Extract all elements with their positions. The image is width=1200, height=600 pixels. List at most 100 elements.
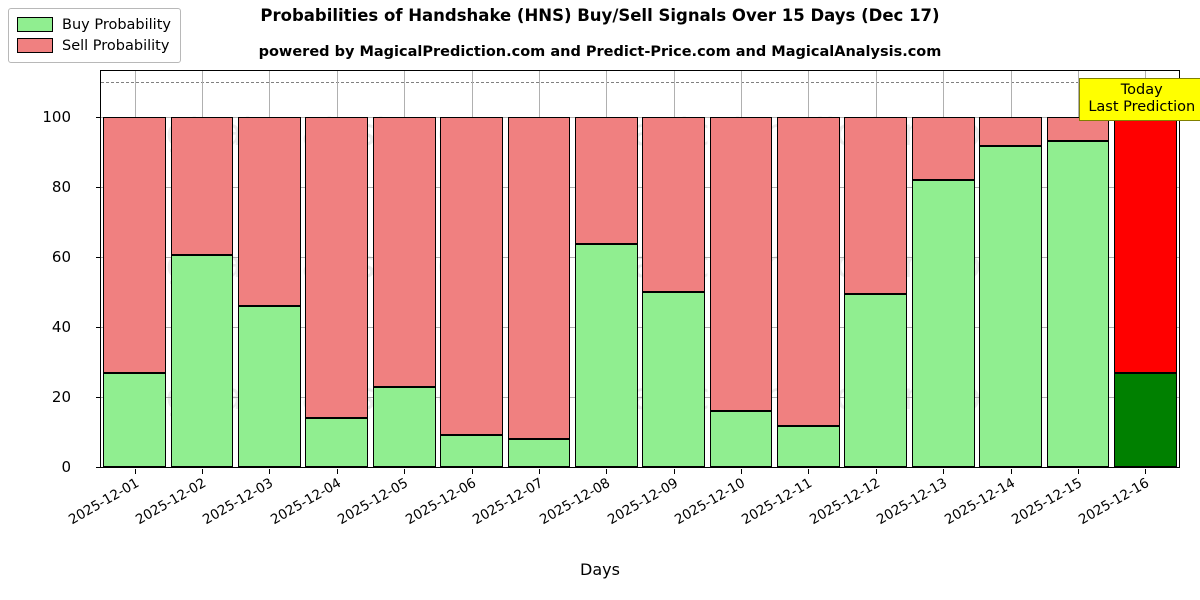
x-axis-tick-label: 2025-12-10 [672,475,749,529]
bar-stack[interactable] [574,71,638,467]
bar-segment-buy[interactable] [170,254,234,467]
x-axis-tick-mark [134,469,136,474]
x-axis-tick-label: 2025-12-15 [1008,475,1085,529]
x-axis-tick-label: 2025-12-04 [267,475,344,529]
y-axis-tick-mark [96,116,101,118]
y-axis-tick-mark [96,326,101,328]
bar-segment-buy[interactable] [979,146,1042,467]
bar-segment-sell[interactable] [979,116,1042,147]
x-axis-tick-label: 2025-12-09 [604,475,681,529]
bar-segment-sell[interactable] [642,116,705,292]
bar-segment-buy[interactable] [1113,373,1177,467]
x-axis-tick-label: 2025-12-11 [739,475,816,529]
today-annotation: Today Last Prediction [1079,78,1200,122]
x-axis-tick-mark [673,469,675,474]
y-axis-tick-mark [96,396,101,398]
y-axis-tick-label: 80 [51,177,71,196]
gridline-horizontal [101,326,1179,328]
y-axis-tick-mark [96,256,101,258]
bar-stack[interactable] [238,71,301,467]
bar-segment-sell[interactable] [238,116,301,306]
bar-segment-buy[interactable] [238,305,301,467]
x-axis-tick-mark [538,469,540,474]
x-axis-tick-mark [943,469,945,474]
bar-stack[interactable] [844,71,908,467]
bar-segment-sell[interactable] [574,116,638,245]
bar-stack[interactable] [372,71,436,467]
bar-segment-sell[interactable] [170,116,234,255]
legend-item-buy[interactable]: Buy Probability [17,14,171,35]
reference-dashed-line [101,81,1179,83]
bar-segment-buy[interactable] [305,417,369,467]
today-annotation-line1: Today [1120,82,1163,98]
bar-segment-buy[interactable] [642,291,705,467]
bar-segment-buy[interactable] [1046,141,1110,467]
bar-segment-sell[interactable] [1113,116,1177,374]
bar-segment-sell[interactable] [305,116,369,418]
bar-segment-buy[interactable] [777,425,840,467]
gridline-horizontal [101,396,1179,398]
bar-segment-sell[interactable] [372,116,436,388]
bar-segment-buy[interactable] [709,410,773,467]
chart-legend: Buy Probability Sell Probability [8,8,181,63]
x-axis-tick-mark [1010,469,1012,474]
legend-label-buy: Buy Probability [62,16,171,33]
x-axis-tick-mark [741,469,743,474]
x-axis-tick-label: 2025-12-03 [200,475,277,529]
bar-segment-sell[interactable] [844,116,908,294]
legend-swatch-buy [17,17,53,32]
bar-stack[interactable] [642,71,705,467]
bar-segment-sell[interactable] [709,116,773,411]
bar-segment-buy[interactable] [911,179,975,467]
bar-stack[interactable] [1046,71,1110,467]
bar-segment-buy[interactable] [103,373,166,467]
x-axis-tick-mark [808,469,810,474]
bar-segment-sell[interactable] [440,116,503,436]
x-axis-label: Days [580,560,620,579]
bar-stack[interactable] [709,71,773,467]
x-axis-tick-label: 2025-12-05 [335,475,412,529]
x-axis-tick-mark [875,469,877,474]
x-axis-tick-label: 2025-12-07 [469,475,546,529]
chart-title: Probabilities of Handshake (HNS) Buy/Sel… [260,6,940,25]
x-axis-tick-label: 2025-12-01 [65,475,142,529]
bar-stack[interactable] [305,71,369,467]
chart-subtitle: powered by MagicalPrediction.com and Pre… [258,44,942,60]
x-axis-tick-label: 2025-12-14 [941,475,1018,529]
x-axis-tick-mark [471,469,473,474]
bar-segment-sell[interactable] [911,116,975,180]
x-axis-tick-mark [1077,469,1079,474]
bar-stack[interactable] [507,71,571,467]
x-axis-tick-label: 2025-12-06 [402,475,479,529]
legend-swatch-sell [17,38,53,53]
legend-item-sell[interactable]: Sell Probability [17,35,171,56]
bar-stack[interactable] [1113,71,1177,467]
y-axis-tick-label: 100 [42,107,71,126]
y-axis-tick-label: 40 [51,317,71,336]
bar-segment-buy[interactable] [844,293,908,467]
gridline-horizontal [101,116,1179,118]
bar-segment-buy[interactable] [372,387,436,467]
bar-segment-buy[interactable] [507,438,571,467]
legend-label-sell: Sell Probability [62,37,170,54]
bar-stack[interactable] [979,71,1042,467]
bar-segment-buy[interactable] [440,435,503,467]
plot-clip: MagicalAnalysis.comMagicalPrediction.com… [101,71,1179,467]
bar-stack[interactable] [440,71,503,467]
plot-area: MagicalAnalysis.comMagicalPrediction.com… [42,70,1180,476]
bar-segment-sell[interactable] [507,116,571,439]
bar-stack[interactable] [777,71,840,467]
bar-segment-buy[interactable] [574,244,638,467]
bar-segment-sell[interactable] [777,116,840,426]
x-axis-tick-label: 2025-12-12 [806,475,883,529]
watermark-text: MagicalAnalysis.com [111,243,496,286]
bar-segment-sell[interactable] [103,116,166,374]
bar-stack[interactable] [170,71,234,467]
gridline-horizontal [101,256,1179,258]
x-axis-tick-label: 2025-12-02 [133,475,210,529]
y-axis-tick-label: 20 [51,387,71,406]
x-axis-tick-mark [336,469,338,474]
bar-stack[interactable] [103,71,166,467]
bar-stack[interactable] [911,71,975,467]
